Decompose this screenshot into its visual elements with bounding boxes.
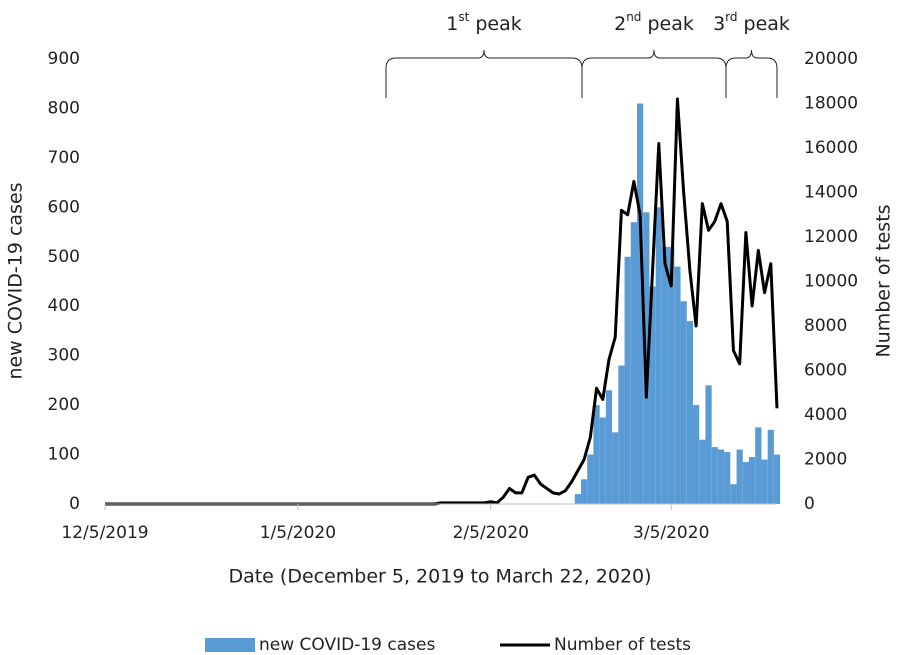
peak-number: 3 xyxy=(713,13,725,35)
y2-tick-label: 2000 xyxy=(804,450,847,470)
peak-label: 3rd peak xyxy=(713,10,790,35)
y2-tick-label: 18000 xyxy=(804,94,858,114)
y2-tick-label: 8000 xyxy=(804,316,847,336)
y-tick-label: 100 xyxy=(48,445,80,465)
bar xyxy=(755,427,762,504)
bar xyxy=(637,103,644,504)
y2-tick-label: 6000 xyxy=(804,361,847,381)
bar xyxy=(605,390,613,504)
bar xyxy=(668,246,675,504)
bar xyxy=(693,405,700,504)
y2-tick-label: 16000 xyxy=(804,138,858,158)
peak-bracket xyxy=(581,49,727,98)
peak-word: peak xyxy=(641,13,693,35)
y-tick-label: 700 xyxy=(48,148,80,168)
peak-word: peak xyxy=(469,13,521,35)
legend-label: Number of tests xyxy=(554,635,691,655)
bar xyxy=(705,385,712,504)
y-tick-label: 800 xyxy=(48,98,80,118)
bar xyxy=(767,429,774,504)
bar xyxy=(618,365,625,504)
bar xyxy=(724,452,731,504)
bar xyxy=(674,266,681,504)
bar xyxy=(736,449,743,504)
bar xyxy=(711,447,718,504)
bar xyxy=(599,417,606,504)
x-tick-label: 1/5/2020 xyxy=(260,523,336,543)
x-tick-label: 3/5/2020 xyxy=(633,523,709,543)
bar xyxy=(661,246,669,504)
bar xyxy=(587,454,594,504)
peak-ordinal: rd xyxy=(725,10,737,24)
peak-label: 1st peak xyxy=(446,10,522,35)
bar xyxy=(699,439,706,504)
y2-axis-title: Number of tests xyxy=(873,204,895,357)
y-tick-label: 900 xyxy=(48,49,80,69)
y-axis-title: new COVID-19 cases xyxy=(5,182,27,379)
y-tick-label: 600 xyxy=(48,197,80,217)
peak-label: 2nd peak xyxy=(614,10,694,35)
peak-word: peak xyxy=(738,13,790,35)
y-tick-label: 300 xyxy=(48,346,80,366)
legend-label: new COVID-19 cases xyxy=(259,635,435,655)
bar xyxy=(730,484,737,504)
peak-bracket xyxy=(725,49,778,98)
bar xyxy=(761,459,768,504)
bar xyxy=(655,207,662,505)
bar xyxy=(649,286,656,504)
y-tick-label: 400 xyxy=(48,296,80,316)
peak-number: 1 xyxy=(446,13,458,35)
x-axis-title: Date (December 5, 2019 to March 22, 2020… xyxy=(228,566,651,588)
bar xyxy=(624,256,631,504)
bar xyxy=(574,494,581,504)
bar xyxy=(680,301,687,504)
y2-tick-label: 4000 xyxy=(804,405,847,425)
y2-tick-label: 0 xyxy=(804,494,815,514)
y2-tick-label: 10000 xyxy=(804,272,858,292)
bar xyxy=(773,454,781,504)
y2-tick-label: 12000 xyxy=(804,227,858,247)
y2-tick-label: 20000 xyxy=(804,49,858,69)
y-tick-label: 200 xyxy=(48,395,80,415)
peak-ordinal: st xyxy=(458,10,469,24)
bar xyxy=(686,321,693,504)
legend-swatch xyxy=(205,638,255,652)
peak-number: 2 xyxy=(614,13,626,35)
bar xyxy=(749,457,756,504)
peak-ordinal: nd xyxy=(626,10,641,24)
x-tick-label: 2/5/2020 xyxy=(453,523,529,543)
x-tick-label: 12/5/2019 xyxy=(61,523,148,543)
bar xyxy=(612,432,619,504)
bar xyxy=(742,461,749,504)
bar xyxy=(717,449,725,504)
bar xyxy=(593,405,600,504)
bar xyxy=(581,479,588,504)
peak-bracket xyxy=(385,49,583,98)
y-tick-label: 0 xyxy=(69,494,80,514)
y2-tick-label: 14000 xyxy=(804,183,858,203)
bar xyxy=(630,222,637,504)
y-tick-label: 500 xyxy=(48,247,80,267)
